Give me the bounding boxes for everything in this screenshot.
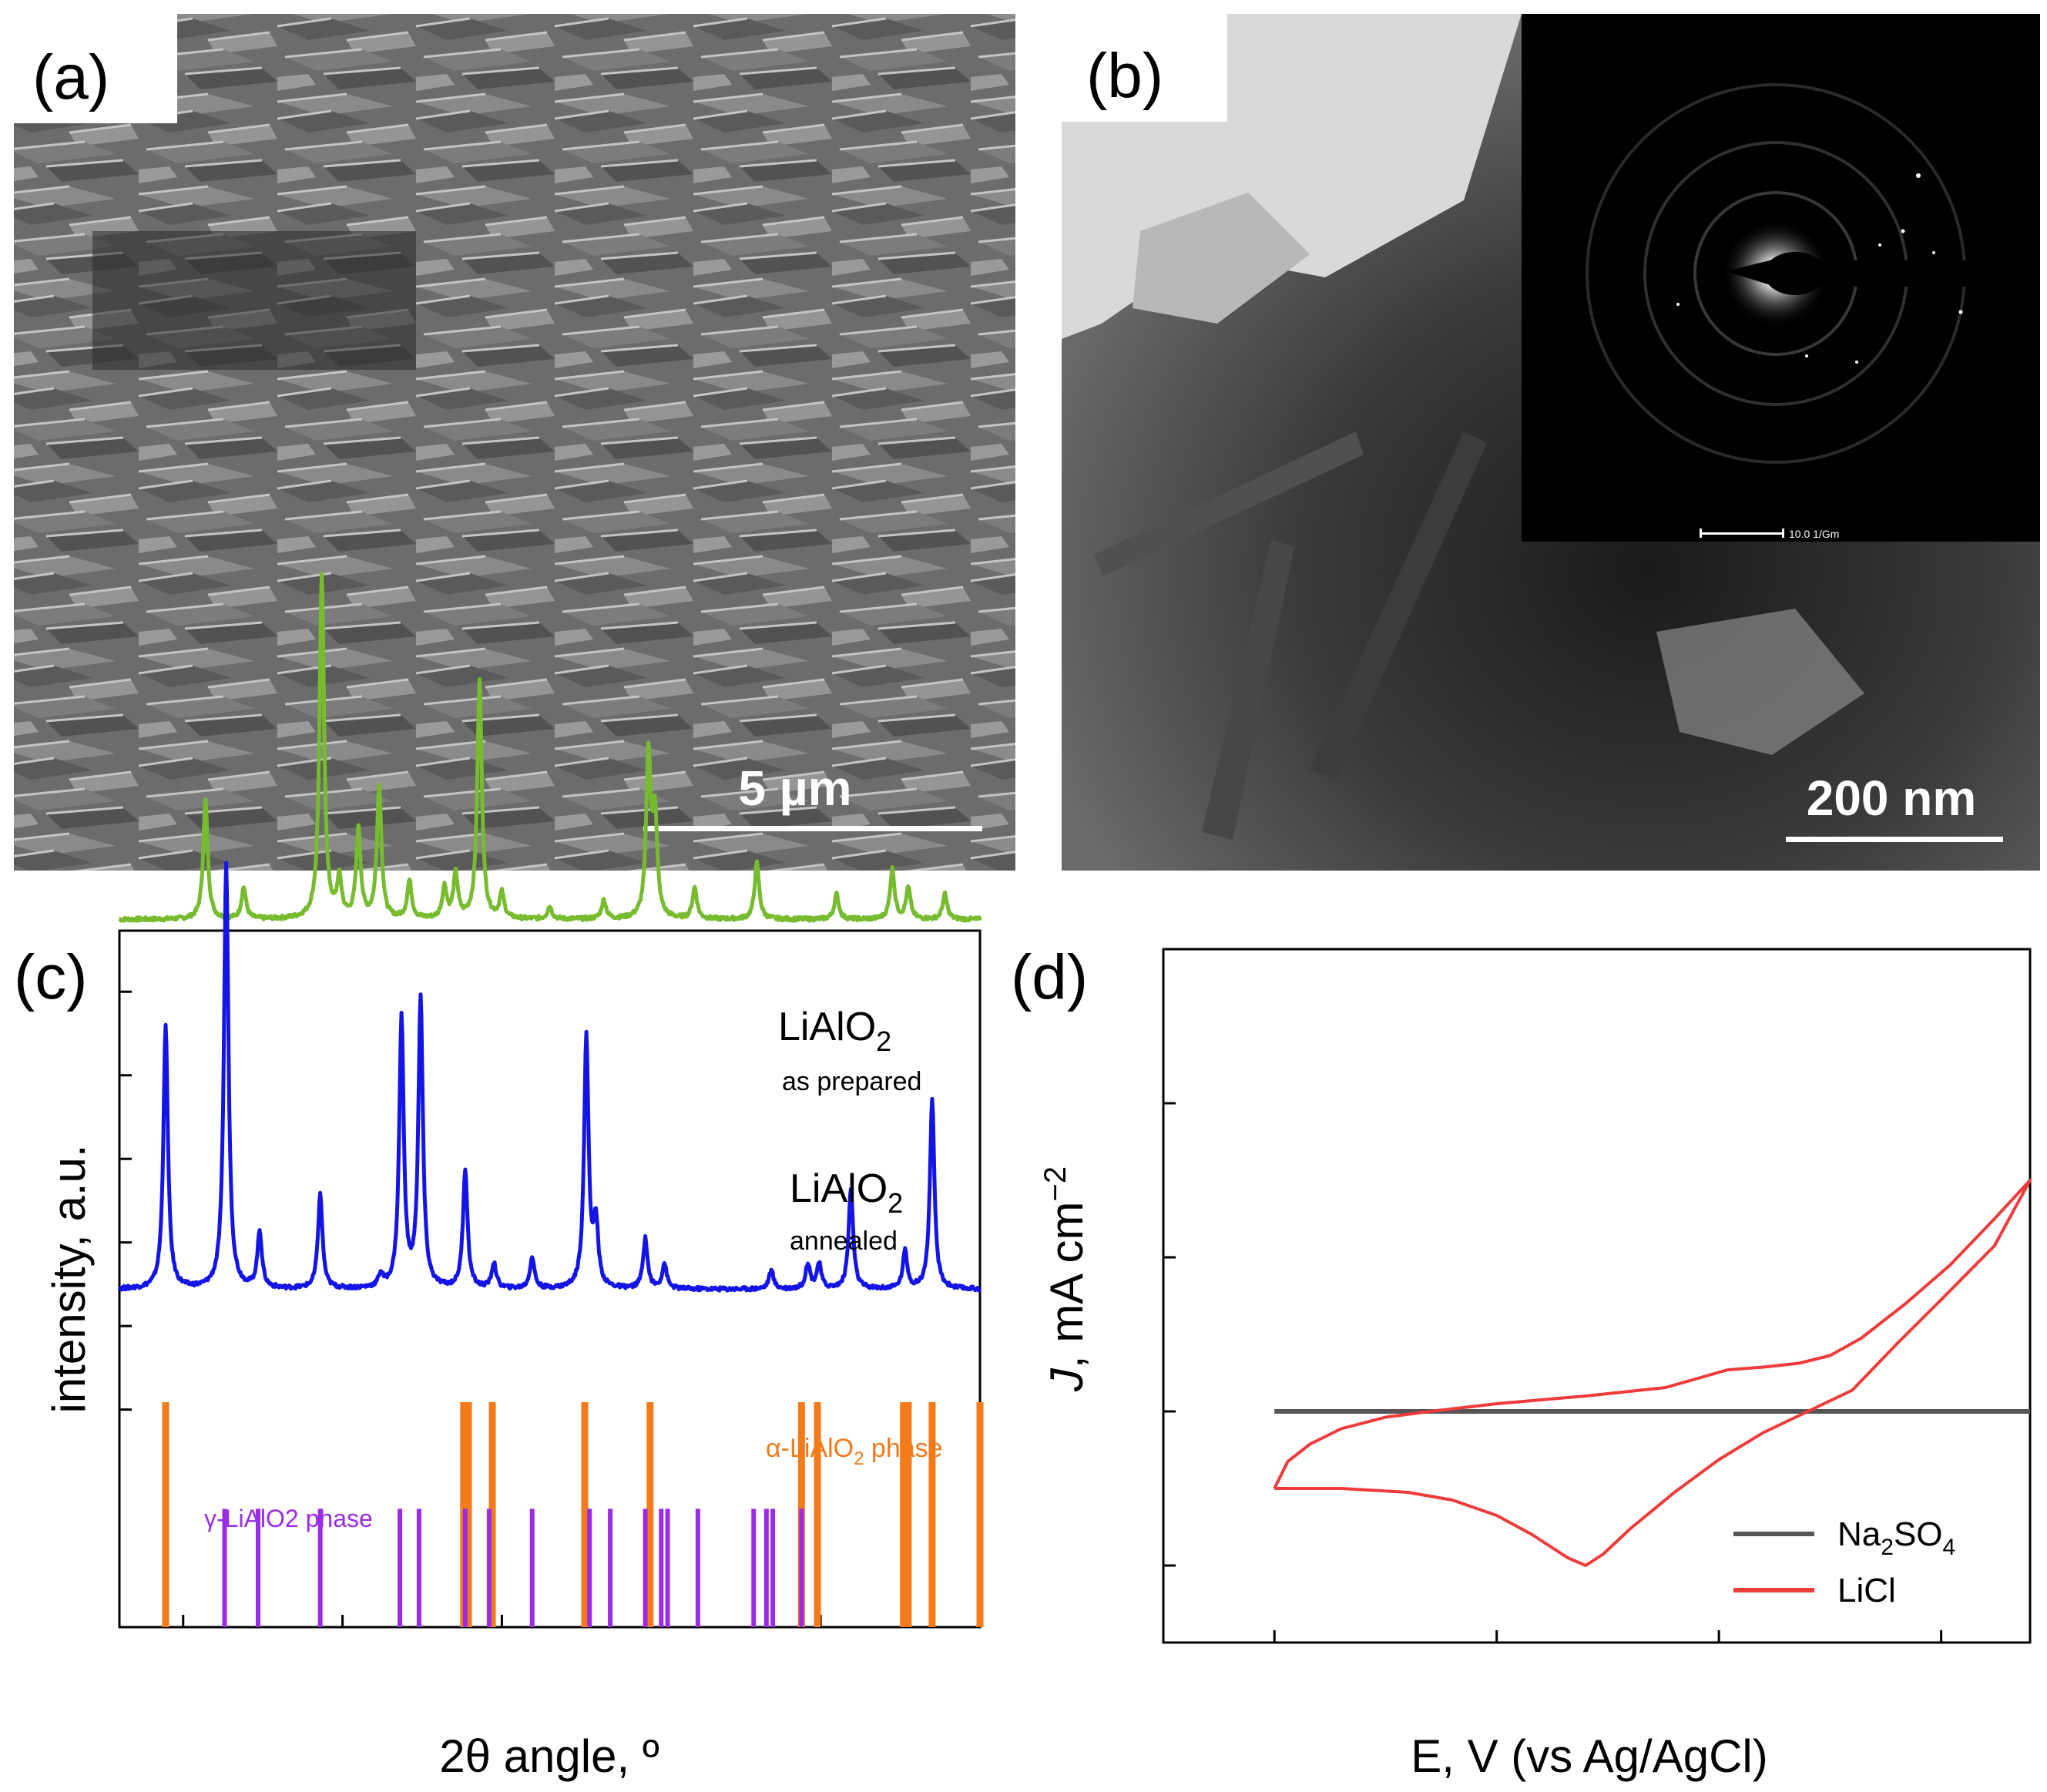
legend-label-na2so4: Na2SO4: [1837, 1515, 1955, 1560]
saed-scale-bar-tick-right: [1782, 529, 1784, 538]
tem-flake: [1133, 193, 1310, 324]
xrd-x-axis-label: 2θ angle, º: [439, 1730, 659, 1782]
saed-scale-bar: [1700, 532, 1784, 535]
xrd-y-axis-label: intensity, a.u.: [43, 1144, 95, 1413]
panel-b-label: (b): [1086, 41, 1163, 111]
legend-label-licl: LiCl: [1837, 1572, 1896, 1609]
cv-curve-licl: [1273, 1179, 2032, 1567]
sem-shadow-region: [92, 231, 416, 370]
alpha-phase-label: α-LiAlO2 phase: [766, 1434, 943, 1469]
cv-x-axis-label: E, V (vs Ag/AgCl): [1411, 1730, 1767, 1782]
tem-rod-1: [1202, 539, 1294, 840]
panel-a-label-box: [14, 14, 177, 123]
xrd-curve-annealed: [117, 861, 982, 1293]
tem-rod-2: [1310, 431, 1487, 778]
saed-scale-bar-tick-left: [1700, 529, 1702, 538]
panel-d: (d) Na2SO4 LiCl E, V (vs Ag/AgCl) J, mA …: [1011, 942, 2032, 1782]
sem-image: [14, 14, 1015, 871]
series-sublabel-annealed: annealed: [790, 1227, 898, 1256]
series-label-annealed: LiAlO2: [790, 1166, 903, 1219]
panel-a-label: (a): [32, 42, 109, 112]
series-sublabel-as-prepared: as prepared: [782, 1067, 921, 1096]
saed-scale-label: 10.0 1/Gm: [1789, 528, 1839, 540]
cv-y-ticks: [1163, 948, 1176, 1567]
tem-rod-3: [1094, 431, 1364, 576]
gamma-phase-label: γ-LiAlO2 phase: [204, 1505, 373, 1532]
panel-c: (c) LiAlO2 as prepared LiAlO2 annealed α…: [14, 571, 984, 1782]
cv-x-ticks: [1273, 1630, 1943, 1643]
series-label-as-prepared: LiAlO2: [778, 1005, 891, 1057]
panel-b-label-box: [1062, 14, 1227, 122]
scale-bar-b: [1786, 837, 2003, 842]
xrd-reference-lines: [162, 1402, 984, 1627]
xrd-curve-as-prepared: [118, 571, 982, 923]
saed-beam-stop-tip: [1764, 252, 1826, 295]
scale-bar-label-b: 200 nm: [1807, 770, 1977, 826]
xrd-plot-frame: [118, 929, 982, 1629]
panel-d-label: (d): [1011, 942, 1088, 1012]
panel-b: (b) 10.0 1/Gm 200 nm: [1062, 14, 2040, 871]
scale-bar-label-a: 5 µm: [738, 760, 851, 816]
cv-curves: [1273, 1179, 2032, 1567]
tem-grain: [1656, 609, 1864, 755]
cv-y-axis-label: J, mA cm−2: [1039, 1166, 1092, 1392]
cv-plot-frame: [1162, 948, 2032, 1644]
panel-a: (a) 5 µm: [14, 14, 1015, 871]
panel-c-label: (c): [14, 942, 88, 1012]
xrd-curves: [117, 571, 982, 1293]
saed-spots: [1676, 173, 1963, 364]
scale-bar-a: [643, 826, 982, 831]
xrd-y-ticks: [119, 990, 132, 1411]
